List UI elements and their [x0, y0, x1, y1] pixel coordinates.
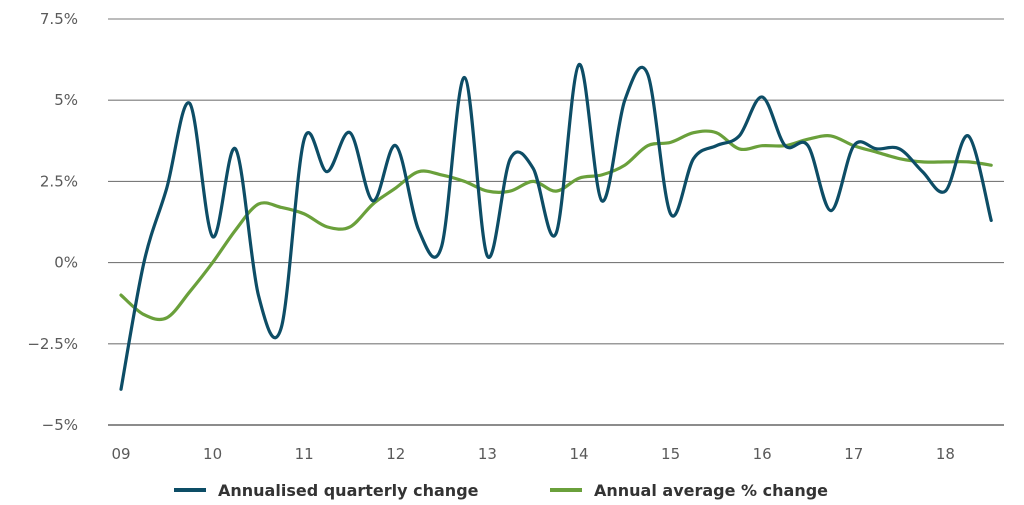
y-tick-label: −2.5% [27, 335, 78, 353]
y-axis-ticks: 7.5% 5% 2.5% 0% −2.5% −5% [27, 10, 78, 434]
x-tick-label: 10 [203, 445, 222, 463]
series-line-annual [119, 129, 993, 322]
x-tick-label: 17 [844, 445, 863, 463]
x-tick-label: 16 [753, 445, 772, 463]
y-tick-label: −5% [42, 416, 78, 434]
legend-label: Annual average % change [594, 481, 828, 500]
x-tick-label: 09 [111, 445, 130, 463]
x-axis-ticks: 09 10 11 12 13 14 15 16 17 18 [111, 445, 954, 463]
legend-label: Annualised quarterly change [218, 481, 479, 500]
series-line-quarterly [119, 62, 993, 391]
legend: Annualised quarterly change Annual averag… [174, 481, 828, 500]
x-tick-label: 18 [936, 445, 955, 463]
x-tick-label: 15 [661, 445, 680, 463]
x-tick-label: 13 [478, 445, 497, 463]
y-tick-label: 2.5% [40, 172, 78, 190]
x-tick-label: 14 [569, 445, 588, 463]
series-lines [119, 62, 993, 391]
y-tick-label: 0% [54, 254, 78, 272]
x-tick-label: 11 [295, 445, 314, 463]
y-tick-label: 7.5% [40, 10, 78, 28]
x-tick-label: 12 [386, 445, 405, 463]
gridlines [108, 18, 1004, 426]
y-tick-label: 5% [54, 91, 78, 109]
